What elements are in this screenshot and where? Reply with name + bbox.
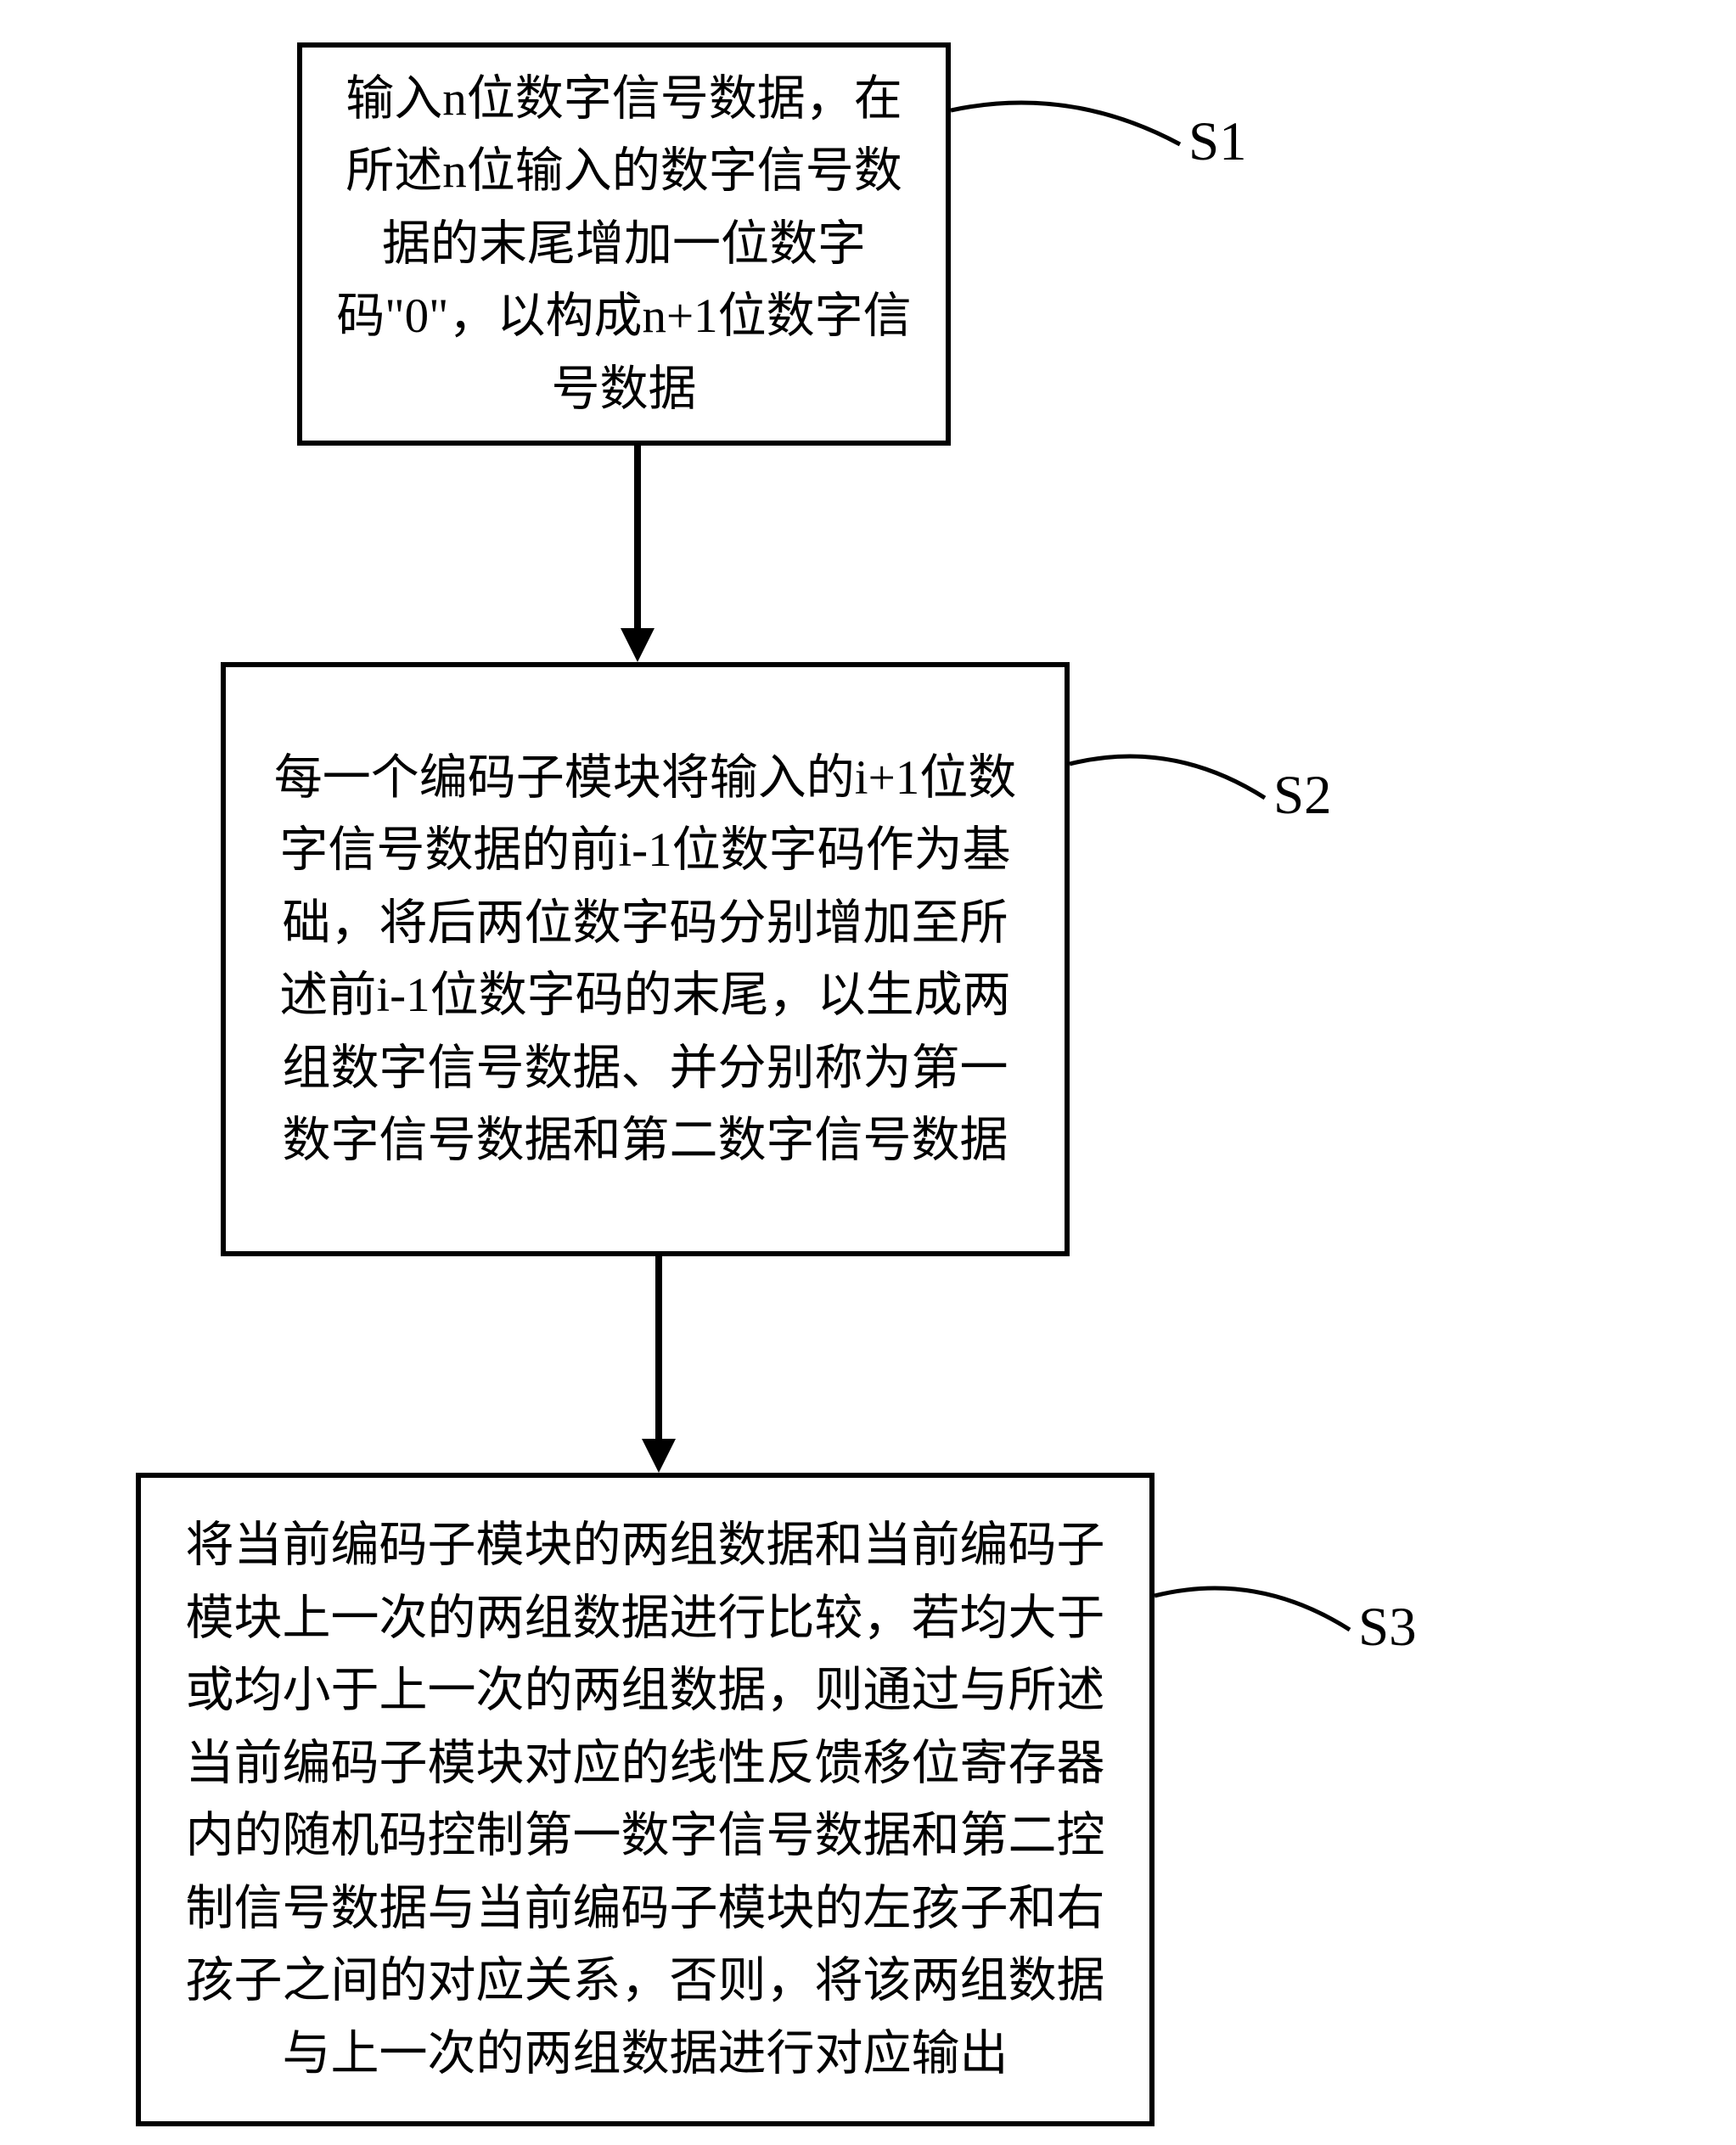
label-s1: S1 (1188, 110, 1247, 174)
node-s2-text: 每一个编码子模块将输入的i+1位数字信号数据的前i-1位数字码作为基础，将后两位… (260, 742, 1031, 1177)
connector-s2 (1070, 738, 1273, 806)
flowchart-container: 输入n位数字信号数据，在所述n位输入的数字信号数据的末尾增加一位数字码"0"，以… (0, 0, 1736, 2145)
flowchart-node-s1: 输入n位数字信号数据，在所述n位输入的数字信号数据的末尾增加一位数字码"0"，以… (297, 42, 951, 446)
node-s3-text: 将当前编码子模块的两组数据和当前编码子模块上一次的两组数据进行比较，若均大于或均… (175, 1509, 1115, 2090)
node-s1-text: 输入n位数字信号数据，在所述n位输入的数字信号数据的末尾增加一位数字码"0"，以… (336, 63, 912, 426)
arrow-s1-s2 (621, 446, 655, 662)
connector-s1 (951, 85, 1188, 153)
connector-s3 (1155, 1570, 1358, 1638)
label-s2: S2 (1273, 764, 1332, 828)
flowchart-node-s3: 将当前编码子模块的两组数据和当前编码子模块上一次的两组数据进行比较，若均大于或均… (136, 1473, 1155, 2126)
flowchart-node-s2: 每一个编码子模块将输入的i+1位数字信号数据的前i-1位数字码作为基础，将后两位… (221, 662, 1070, 1256)
label-s3: S3 (1358, 1596, 1417, 1659)
arrow-s2-s3 (642, 1256, 676, 1473)
